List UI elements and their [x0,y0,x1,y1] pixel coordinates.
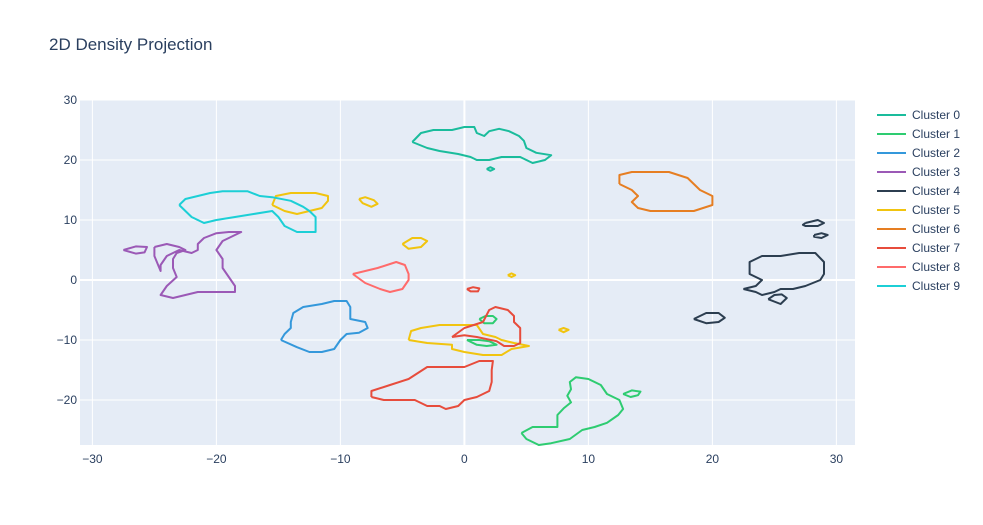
contour-series-layer [123,126,829,446]
y-tick-label: 30 [64,93,78,107]
legend-item[interactable]: Cluster 6 [877,222,960,236]
legend-item[interactable]: Cluster 7 [877,241,960,255]
contour-line [520,376,625,446]
legend-item[interactable]: Cluster 3 [877,165,960,179]
series-cluster-0 [411,126,553,172]
legend-label: Cluster 8 [912,260,960,274]
y-tick-label: −20 [57,393,78,407]
y-tick-label: 0 [70,273,77,287]
contour-line [411,126,553,164]
series-cluster-2 [280,300,369,353]
legend-label: Cluster 1 [912,127,960,141]
legend-item[interactable]: Cluster 2 [877,146,960,160]
contour-line [153,231,243,299]
legend-label: Cluster 3 [912,165,960,179]
plot-area [80,100,855,445]
legend-label: Cluster 2 [912,146,960,160]
series-cluster-8 [352,261,410,293]
series-cluster-4 [693,219,829,325]
contour-line [767,293,788,305]
legend-item[interactable]: Cluster 4 [877,184,960,198]
x-axis-ticks: −30 −20 −10 0 10 20 30 [82,452,843,466]
legend-item[interactable]: Cluster 0 [877,108,960,122]
series-cluster-1 [466,315,642,446]
contour-line [280,300,369,353]
x-tick-label: 10 [582,452,596,466]
x-tick-label: −30 [82,452,103,466]
contour-line [693,312,726,325]
y-tick-label: −10 [57,333,78,347]
contour-line [407,324,530,356]
y-axis-ticks: −20 −10 0 10 20 30 [57,93,78,407]
x-tick-label: 30 [830,452,844,466]
chart-title: 2D Density Projection [49,35,212,54]
series-cluster-6 [618,171,714,212]
contour-line [743,252,825,296]
legend[interactable]: Cluster 0 Cluster 1 Cluster 2 Cluster 3 Clus… [877,108,960,293]
legend-item[interactable]: Cluster 5 [877,203,960,217]
contour-line [507,272,517,278]
contour-line [466,339,498,347]
x-tick-label: −20 [206,452,227,466]
series-cluster-3 [123,231,243,299]
contour-line [123,245,148,255]
y-tick-label: 10 [64,213,78,227]
contour-line [178,190,317,233]
contour-line [813,232,829,239]
x-tick-label: −10 [330,452,351,466]
series-cluster-9 [178,190,317,233]
contour-line [486,166,496,172]
legend-label: Cluster 0 [912,108,960,122]
legend-label: Cluster 7 [912,241,960,255]
contour-line [271,192,329,215]
legend-item[interactable]: Cluster 9 [877,279,960,293]
x-tick-label: 20 [706,452,720,466]
contour-line [558,327,570,334]
legend-item[interactable]: Cluster 8 [877,260,960,274]
legend-item[interactable]: Cluster 1 [877,127,960,141]
contour-line [466,286,481,293]
y-tick-label: 20 [64,153,78,167]
contour-line [401,237,429,250]
legend-label: Cluster 4 [912,184,960,198]
x-tick-label: 0 [461,452,468,466]
contour-line [358,196,379,208]
contour-line [352,261,410,293]
series-cluster-5 [271,192,570,356]
legend-label: Cluster 6 [912,222,960,236]
contour-line [622,389,642,398]
contour-line [451,306,522,347]
series-cluster-7 [370,286,522,410]
contour-line [370,360,494,410]
legend-label: Cluster 9 [912,279,960,293]
contour-line [618,171,714,212]
legend-label: Cluster 5 [912,203,960,217]
gridlines [80,99,855,445]
contour-line [801,219,825,227]
